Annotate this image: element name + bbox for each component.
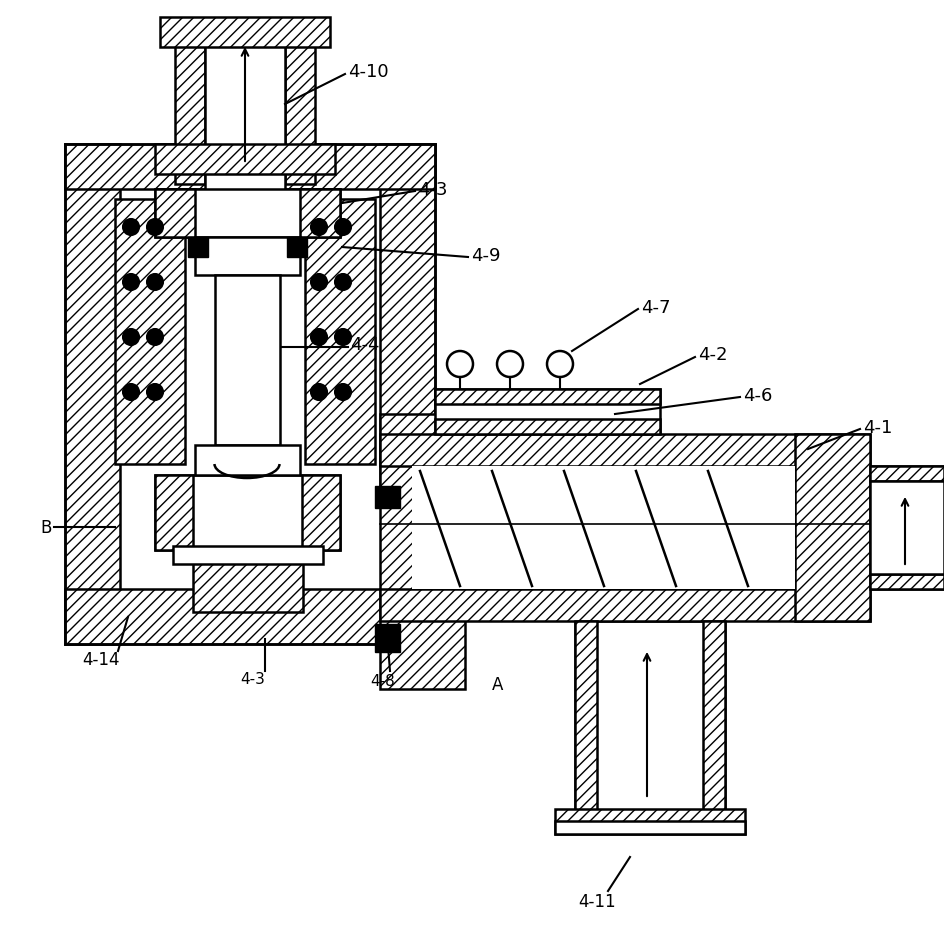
Circle shape: [147, 329, 163, 346]
Circle shape: [311, 220, 327, 236]
Circle shape: [547, 351, 573, 378]
Bar: [380, 434, 870, 466]
Bar: [302, 475, 340, 550]
Bar: [870, 482, 944, 574]
Bar: [575, 622, 597, 831]
Text: 4-7: 4-7: [641, 299, 670, 317]
Bar: [115, 200, 185, 465]
Text: A: A: [492, 675, 503, 693]
Text: B: B: [41, 519, 52, 536]
Bar: [435, 389, 660, 434]
Circle shape: [335, 329, 351, 346]
Circle shape: [335, 275, 351, 290]
Text: 4-10: 4-10: [348, 63, 389, 81]
Bar: [65, 589, 435, 645]
Bar: [193, 550, 303, 612]
Circle shape: [147, 275, 163, 290]
Bar: [175, 30, 205, 185]
Text: 4-4: 4-4: [350, 336, 379, 353]
Text: 4-1: 4-1: [863, 419, 892, 437]
Text: 4-14: 4-14: [82, 650, 120, 668]
Bar: [65, 145, 435, 189]
Text: 4-11: 4-11: [578, 892, 615, 910]
Bar: [195, 238, 300, 276]
Circle shape: [147, 220, 163, 236]
Circle shape: [335, 385, 351, 401]
Bar: [188, 238, 208, 258]
Circle shape: [311, 385, 327, 401]
Circle shape: [447, 351, 473, 378]
Text: 4-9: 4-9: [471, 247, 500, 265]
Bar: [380, 414, 465, 689]
Bar: [412, 466, 795, 589]
Text: 4-8: 4-8: [370, 674, 395, 689]
Bar: [195, 446, 300, 475]
Bar: [155, 145, 335, 175]
Bar: [300, 189, 340, 238]
Bar: [287, 238, 307, 258]
Circle shape: [311, 329, 327, 346]
Text: 4-6: 4-6: [743, 387, 772, 405]
Bar: [285, 30, 315, 185]
Bar: [870, 466, 944, 482]
Bar: [375, 625, 400, 652]
Text: 4-3: 4-3: [418, 181, 447, 199]
Bar: [160, 18, 330, 48]
Bar: [555, 822, 745, 834]
Bar: [215, 276, 280, 446]
Bar: [155, 475, 193, 550]
Circle shape: [123, 385, 139, 401]
Bar: [305, 200, 375, 465]
Bar: [173, 546, 323, 565]
Circle shape: [335, 220, 351, 236]
Circle shape: [123, 275, 139, 290]
Text: 4-3: 4-3: [240, 672, 265, 686]
Bar: [65, 145, 120, 645]
Bar: [555, 809, 745, 834]
Bar: [155, 189, 340, 238]
Bar: [380, 589, 870, 622]
Bar: [435, 420, 660, 434]
Circle shape: [123, 220, 139, 236]
Bar: [205, 30, 285, 215]
Bar: [840, 466, 944, 589]
Bar: [380, 145, 435, 500]
Bar: [703, 622, 725, 831]
Bar: [155, 189, 195, 238]
Bar: [795, 434, 870, 622]
Circle shape: [497, 351, 523, 378]
Bar: [435, 389, 660, 405]
Circle shape: [123, 329, 139, 346]
Bar: [155, 475, 340, 550]
Bar: [870, 574, 944, 589]
Text: 4-2: 4-2: [698, 346, 728, 364]
Bar: [575, 622, 725, 831]
Bar: [375, 486, 400, 508]
Circle shape: [147, 385, 163, 401]
Circle shape: [311, 275, 327, 290]
